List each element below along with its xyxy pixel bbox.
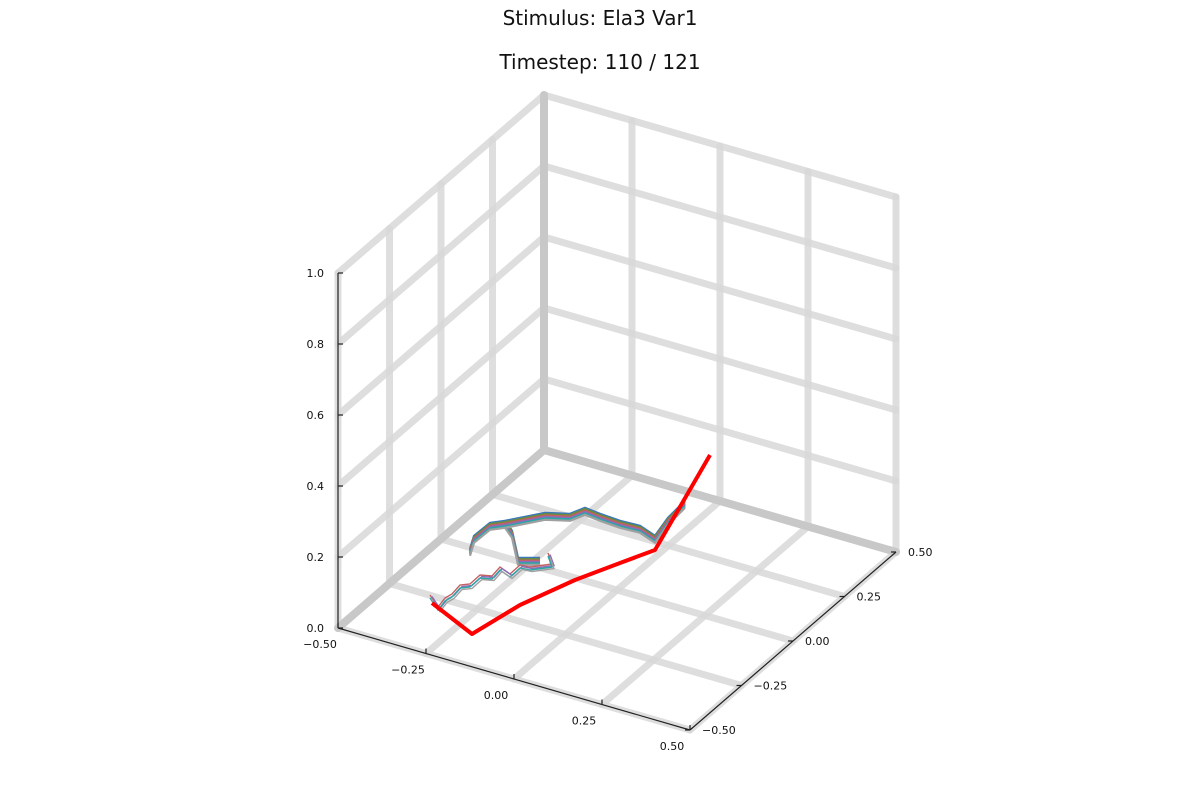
wander-trace-0 (429, 552, 553, 609)
left-wall-horizontal-1 (334, 375, 548, 561)
y-tick-label-4: 0.50 (908, 546, 933, 559)
back-wall-horizontal-1 (540, 375, 900, 485)
left-wall-horizontal-2 (334, 304, 548, 490)
floor-grid-line-y-3 (489, 491, 848, 600)
back-floor-edge-left (334, 446, 548, 632)
floor-grid-line-y-2 (437, 535, 797, 645)
chart-subtitle: Timestep: 110 / 121 (499, 50, 701, 74)
x-tick-label-0: −0.50 (303, 638, 337, 651)
back-wall-horizontal-4 (540, 162, 900, 272)
z-tick-label-1: 0.2 (307, 551, 325, 564)
left-wall-horizontal-5 (334, 91, 548, 277)
z-tick-label-4: 0.8 (307, 338, 325, 351)
x-tick-label-3: 0.25 (572, 715, 597, 728)
chart-title: Stimulus: Ela3 Var1 (502, 6, 698, 30)
z-tick-label-3: 0.6 (307, 409, 325, 422)
tick-labels: −0.50 −0.25 0.00 0.25 0.50 −0.50 −0.25 0.00 0.25… (303, 267, 932, 753)
back-wall-horizontal-5 (540, 91, 900, 201)
arm-trace (430, 453, 712, 636)
x-tick-label-4: 0.50 (660, 740, 685, 753)
data-traces (429, 453, 712, 636)
back-wall-horizontal-2 (540, 304, 900, 414)
left-wall-horizontal-3 (334, 233, 548, 419)
bundle-trace-5-1 (504, 507, 686, 544)
back-floor-edge-right (540, 446, 900, 556)
grid-lines (334, 91, 900, 734)
z-tick-label-0: 0.0 (307, 622, 325, 635)
x-tick-label-2: 0.00 (484, 689, 509, 702)
back-wall-horizontal-3 (540, 233, 900, 343)
y-tick-label-3: 0.25 (857, 591, 882, 604)
z-tick-label-5: 1.0 (307, 267, 325, 280)
x-tick-label-1: −0.25 (391, 664, 425, 677)
wander-trace-3 (431, 557, 555, 613)
left-wall-horizontal-4 (334, 162, 548, 348)
wander-trace-2 (429, 555, 553, 612)
y-tick-label-2: 0.00 (805, 635, 830, 648)
floor-grid-line-x-3 (598, 523, 812, 708)
y-tick-label-0: −0.50 (702, 724, 736, 737)
z-tick-label-2: 0.4 (307, 480, 325, 493)
y-tick-label-1: −0.25 (754, 680, 788, 693)
